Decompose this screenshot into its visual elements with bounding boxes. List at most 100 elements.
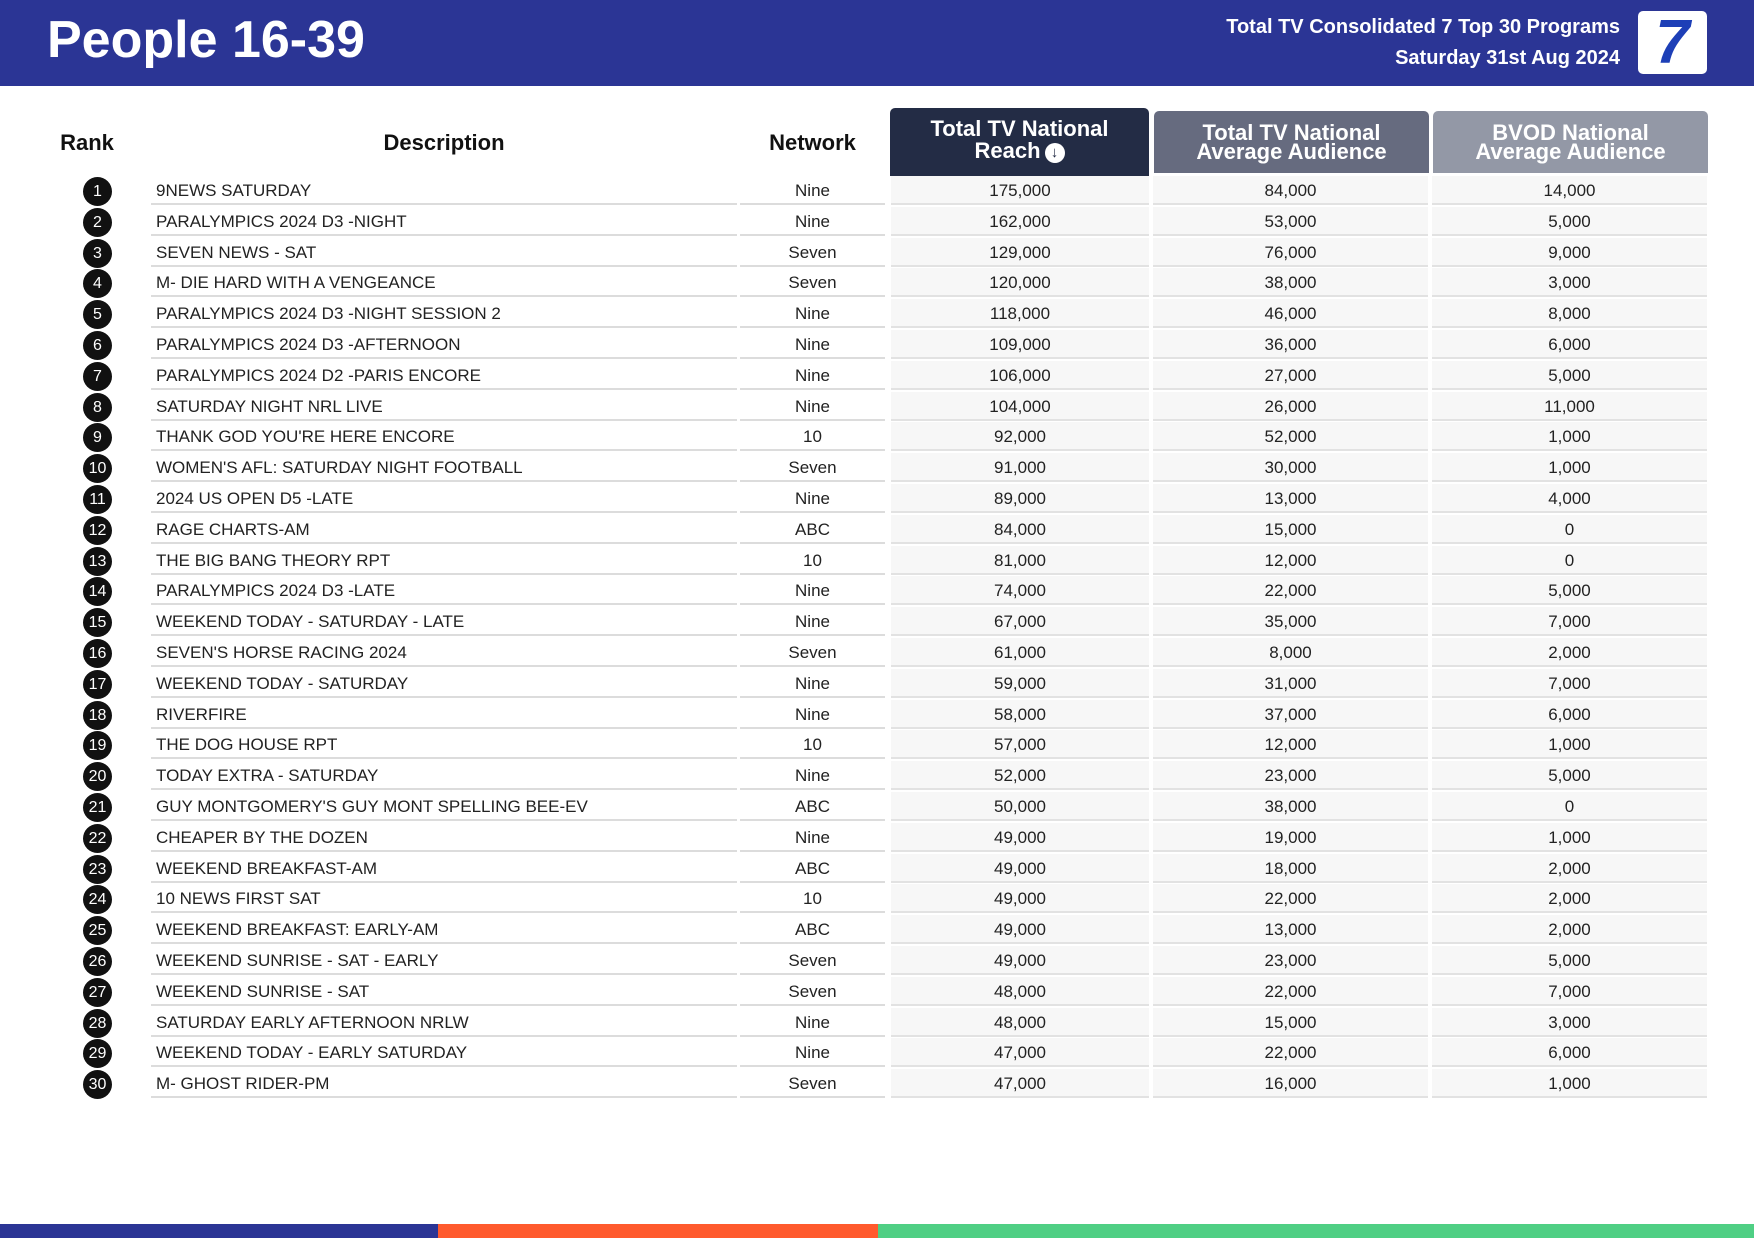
bvod-value: 6,000 (1432, 1038, 1707, 1068)
rank-badge: 23 (83, 854, 112, 884)
program-description: WEEKEND SUNRISE - SAT - EARLY (151, 946, 737, 975)
table-row: 29 WEEKEND TODAY - EARLY SATURDAY Nine 47,0… (0, 1038, 1754, 1069)
page-title: People 16-39 (47, 11, 365, 69)
bvod-value: 5,000 (1432, 360, 1707, 390)
average-audience-value: 19,000 (1153, 822, 1428, 852)
table-row: 8 SATURDAY NIGHT NRL LIVE Nine 104,000 26,00… (0, 391, 1754, 423)
bvod-value: 8,000 (1432, 299, 1707, 329)
report-name: Total TV Consolidated 7 Top 30 Programs (1226, 16, 1620, 38)
network-name: Nine (740, 1038, 885, 1068)
rank-badge: 20 (83, 762, 112, 792)
average-audience-value: 26,000 (1153, 391, 1428, 421)
reach-value: 162,000 (891, 206, 1149, 236)
table-row: 27 WEEKEND SUNRISE - SAT Seven 48,000 22,000… (0, 976, 1754, 1008)
average-audience-value: 36,000 (1153, 330, 1428, 359)
program-description: 9NEWS SATURDAY (151, 176, 737, 205)
reach-value: 47,000 (891, 1069, 1149, 1099)
reach-value: 129,000 (891, 237, 1149, 267)
table-row: 22 CHEAPER BY THE DOZEN Nine 49,000 19,000 1,… (0, 822, 1754, 854)
footer-bar-blue (0, 1224, 438, 1238)
column-header-bvod[interactable]: BVOD National Average Audience (1433, 111, 1708, 173)
program-description: SEVEN NEWS - SAT (151, 238, 737, 267)
program-description: PARALYMPICS 2024 D3 -NIGHT SESSION 2 (151, 299, 737, 329)
average-audience-value: 13,000 (1153, 915, 1428, 945)
average-audience-value: 12,000 (1153, 730, 1428, 760)
bvod-value: 1,000 (1432, 822, 1707, 852)
rank-badge: 16 (83, 639, 112, 668)
table-row: 2 PARALYMPICS 2024 D3 -NIGHT Nine 162,000 53… (0, 206, 1754, 238)
reach-value: 106,000 (891, 360, 1149, 390)
program-description: WEEKEND BREAKFAST: EARLY-AM (151, 915, 737, 945)
network-name: Nine (740, 700, 885, 729)
network-name: Nine (740, 330, 885, 359)
network-name: Nine (740, 392, 885, 421)
program-description: PARALYMPICS 2024 D3 -LATE (151, 576, 737, 606)
program-description: CHEAPER BY THE DOZEN (151, 823, 737, 852)
program-description: WEEKEND TODAY - SATURDAY (151, 669, 737, 698)
column-header-rank: Rank (60, 130, 114, 155)
bvod-value: 3,000 (1432, 268, 1707, 298)
bvod-value: 1,000 (1432, 730, 1707, 760)
network-name: Nine (740, 576, 885, 606)
rank-badge: 12 (83, 515, 112, 545)
reach-value: 91,000 (891, 453, 1149, 483)
rank-badge: 4 (83, 269, 112, 299)
reach-value: 109,000 (891, 330, 1149, 359)
network-name: Seven (740, 977, 885, 1006)
rank-badge: 30 (83, 1070, 112, 1100)
column-header-average-audience[interactable]: Total TV National Average Audience (1154, 111, 1429, 173)
table-row: 16 SEVEN'S HORSE RACING 2024 Seven 61,000 8,… (0, 638, 1754, 669)
rank-badge: 26 (83, 947, 112, 976)
average-audience-value: 31,000 (1153, 668, 1428, 698)
network-name: Nine (740, 176, 885, 205)
report-date: Saturday 31st Aug 2024 (1395, 47, 1620, 69)
network-name: ABC (740, 854, 885, 883)
rank-badge: 14 (83, 577, 112, 607)
reach-value: 118,000 (891, 299, 1149, 329)
channel-seven-logo: 7 (1638, 11, 1707, 74)
program-description: RAGE CHARTS-AM (151, 515, 737, 544)
program-description: PARALYMPICS 2024 D2 -PARIS ENCORE (151, 361, 737, 390)
reach-value: 81,000 (891, 545, 1149, 575)
table-row: 21 GUY MONTGOMERY'S GUY MONT SPELLING BEE… (0, 792, 1754, 823)
avg-header-line2: Average Audience (1196, 139, 1387, 164)
program-description: WEEKEND SUNRISE - SAT (151, 977, 737, 1006)
column-header-reach[interactable]: Total TV National Reach ↓ (890, 108, 1149, 176)
program-description: SATURDAY NIGHT NRL LIVE (151, 392, 737, 421)
table-row: 19 THE DOG HOUSE RPT 10 57,000 12,000 1,000 (0, 730, 1754, 761)
bvod-value: 2,000 (1432, 915, 1707, 945)
rank-badge: 21 (83, 793, 112, 822)
network-name: Nine (740, 361, 885, 390)
program-description: 2024 US OPEN D5 -LATE (151, 484, 737, 513)
average-audience-value: 23,000 (1153, 761, 1428, 791)
program-description: 10 NEWS FIRST SAT (151, 884, 737, 914)
bvod-header-line2: Average Audience (1475, 139, 1666, 164)
bvod-value: 7,000 (1432, 668, 1707, 698)
rank-badge: 19 (83, 731, 112, 761)
reach-value: 49,000 (891, 822, 1149, 852)
average-audience-value: 18,000 (1153, 853, 1428, 883)
average-audience-value: 16,000 (1153, 1069, 1428, 1099)
average-audience-value: 22,000 (1153, 884, 1428, 914)
footer-bar-green (878, 1224, 1754, 1238)
network-name: Seven (740, 638, 885, 667)
reach-header-line1: Total TV National (930, 116, 1109, 141)
program-description: THE BIG BANG THEORY RPT (151, 546, 737, 575)
bvod-value: 1,000 (1432, 453, 1707, 483)
bvod-value: 0 (1432, 545, 1707, 575)
average-audience-value: 52,000 (1153, 422, 1428, 452)
table-row: 12 RAGE CHARTS-AM ABC 84,000 15,000 0 (0, 514, 1754, 546)
program-description: SEVEN'S HORSE RACING 2024 (151, 638, 737, 667)
bvod-value: 4,000 (1432, 484, 1707, 513)
bvod-value: 9,000 (1432, 237, 1707, 267)
table-row: 30 M- GHOST RIDER-PM Seven 47,000 16,000 1,00… (0, 1069, 1754, 1100)
table-row: 4 M- DIE HARD WITH A VENGEANCE Seven 120,00… (0, 268, 1754, 299)
reach-value: 61,000 (891, 638, 1149, 667)
reach-value: 49,000 (891, 884, 1149, 914)
program-description: PARALYMPICS 2024 D3 -AFTERNOON (151, 330, 737, 359)
table-row: 9 THANK GOD YOU'RE HERE ENCORE 10 92,000 52,… (0, 422, 1754, 453)
rank-badge: 24 (83, 885, 112, 915)
table-row: 24 10 NEWS FIRST SAT 10 49,000 22,000 2,000 (0, 884, 1754, 915)
rank-badge: 9 (83, 423, 112, 453)
average-audience-value: 37,000 (1153, 699, 1428, 729)
